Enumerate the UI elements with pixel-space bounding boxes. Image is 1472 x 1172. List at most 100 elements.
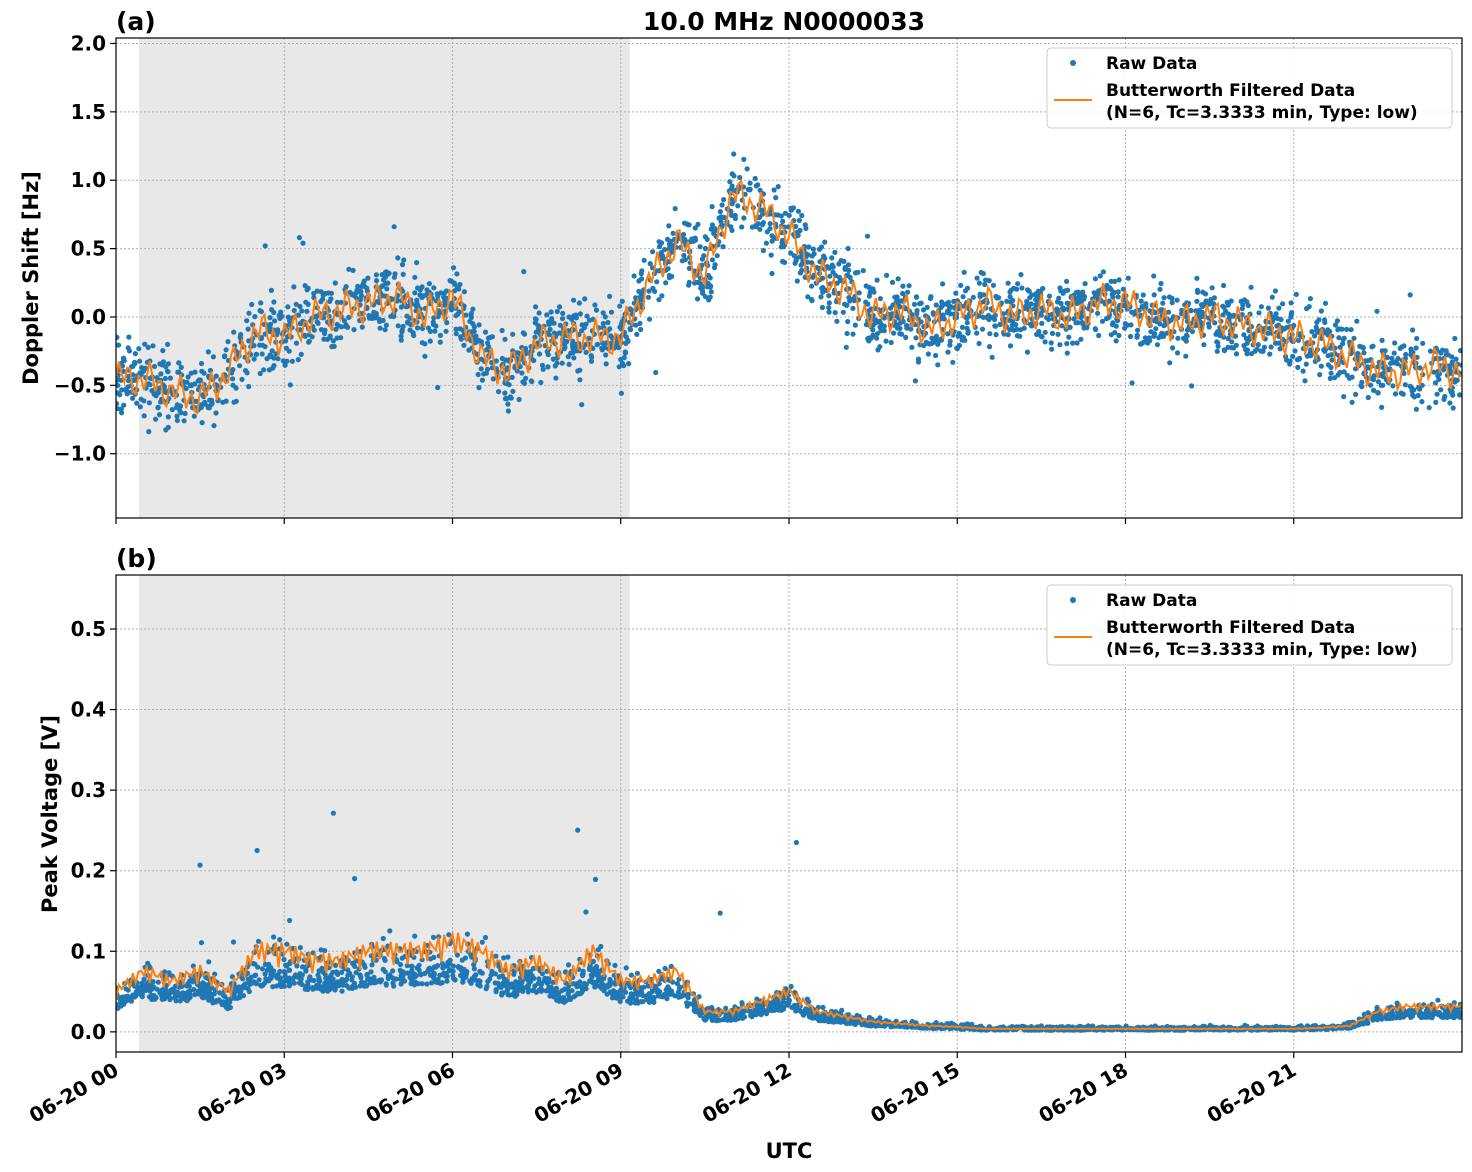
raw-data-point (1108, 286, 1114, 292)
raw-data-point (374, 299, 380, 305)
raw-data-point (471, 966, 477, 972)
raw-data-point (264, 356, 270, 362)
raw-data-point (419, 981, 425, 987)
raw-data-point (478, 339, 484, 345)
raw-data-point (1225, 335, 1231, 342)
raw-data-point (669, 249, 675, 255)
raw-data-point (650, 249, 656, 255)
raw-data-point (685, 995, 691, 1001)
raw-data-point (533, 304, 539, 310)
raw-data-point (775, 1007, 782, 1013)
raw-data-point (1134, 332, 1140, 338)
raw-data-point (165, 361, 171, 367)
raw-data-point (373, 278, 380, 284)
raw-data-point (657, 989, 663, 995)
raw-data-point (1115, 305, 1122, 311)
raw-data-point (614, 344, 620, 350)
raw-data-point (286, 967, 293, 974)
raw-data-point (1220, 312, 1226, 318)
raw-data-point (1449, 359, 1455, 365)
raw-data-point (476, 385, 482, 391)
raw-data-point (315, 320, 321, 326)
raw-data-point (146, 400, 152, 406)
raw-data-point (664, 236, 671, 242)
raw-data-point (1076, 299, 1082, 305)
raw-data-point (809, 298, 815, 304)
raw-data-point (210, 354, 216, 360)
raw-data-point (514, 368, 520, 374)
raw-data-point (920, 307, 927, 313)
raw-data-point (617, 303, 623, 309)
raw-data-point (1397, 345, 1403, 351)
raw-data-point (343, 284, 349, 290)
raw-data-point (1073, 296, 1079, 302)
raw-data-point (275, 356, 281, 362)
axes-frame (115, 37, 1463, 519)
raw-data-point (419, 294, 425, 301)
raw-data-point (646, 288, 652, 294)
raw-data-point (825, 1018, 831, 1024)
raw-data-point (850, 331, 856, 337)
raw-data-point (132, 351, 138, 357)
raw-data-point (845, 319, 851, 325)
raw-data-point (1151, 273, 1157, 279)
raw-data-point (477, 968, 483, 975)
raw-data-point (621, 363, 627, 369)
raw-data-point (709, 204, 715, 210)
raw-data-point (482, 329, 489, 335)
raw-data-point (1188, 308, 1194, 314)
raw-data-point (477, 983, 483, 989)
raw-data-point (1374, 1017, 1380, 1023)
raw-data-point (364, 982, 370, 988)
raw-data-point (874, 277, 880, 283)
raw-data-point (259, 966, 265, 972)
raw-data-point (270, 365, 276, 371)
raw-data-point (504, 396, 510, 402)
raw-data-point (1100, 269, 1106, 275)
raw-data-point (182, 997, 189, 1003)
raw-data-point (1215, 340, 1221, 346)
raw-data-point (1158, 280, 1164, 287)
raw-data-point (1379, 337, 1385, 343)
raw-data-point (714, 253, 720, 259)
raw-data-point (953, 290, 959, 296)
raw-data-point (844, 330, 850, 337)
raw-data-point (442, 300, 448, 306)
raw-data-point (257, 342, 263, 348)
raw-data-point (267, 315, 273, 321)
filtered-data-line (116, 179, 1462, 415)
raw-data-point (1109, 322, 1116, 328)
raw-data-point (863, 299, 869, 305)
y-tick-label: 0.1 (71, 939, 106, 963)
raw-data-point (1265, 305, 1271, 311)
raw-data-point (488, 972, 494, 978)
raw-data-point (1007, 289, 1013, 295)
y-tick-label: 1.0 (71, 168, 106, 192)
raw-data-point (739, 224, 745, 230)
raw-data-point (1403, 351, 1409, 358)
raw-data-point (313, 314, 320, 320)
raw-data-point (1244, 351, 1250, 357)
raw-data-point (809, 260, 815, 266)
raw-data-point (197, 378, 203, 384)
raw-data-point (681, 252, 687, 259)
raw-data-point (1410, 1011, 1416, 1017)
raw-data-point (775, 184, 781, 190)
raw-data-point (860, 268, 866, 274)
raw-data-point (1057, 342, 1063, 348)
raw-data-point (413, 973, 419, 979)
raw-data-point (1307, 296, 1313, 302)
raw-data-point (338, 299, 344, 305)
raw-data-point (293, 340, 300, 346)
raw-data-point (829, 262, 835, 268)
raw-data-point (1152, 331, 1158, 337)
raw-data-point (411, 332, 417, 339)
raw-data-point (1221, 348, 1228, 354)
raw-data-point (846, 267, 852, 273)
raw-data-point (134, 400, 140, 406)
raw-data-point (1312, 333, 1318, 339)
raw-data-point (435, 314, 441, 320)
raw-data-point (940, 281, 946, 287)
raw-data-point (809, 283, 815, 289)
raw-data-point (133, 989, 139, 995)
